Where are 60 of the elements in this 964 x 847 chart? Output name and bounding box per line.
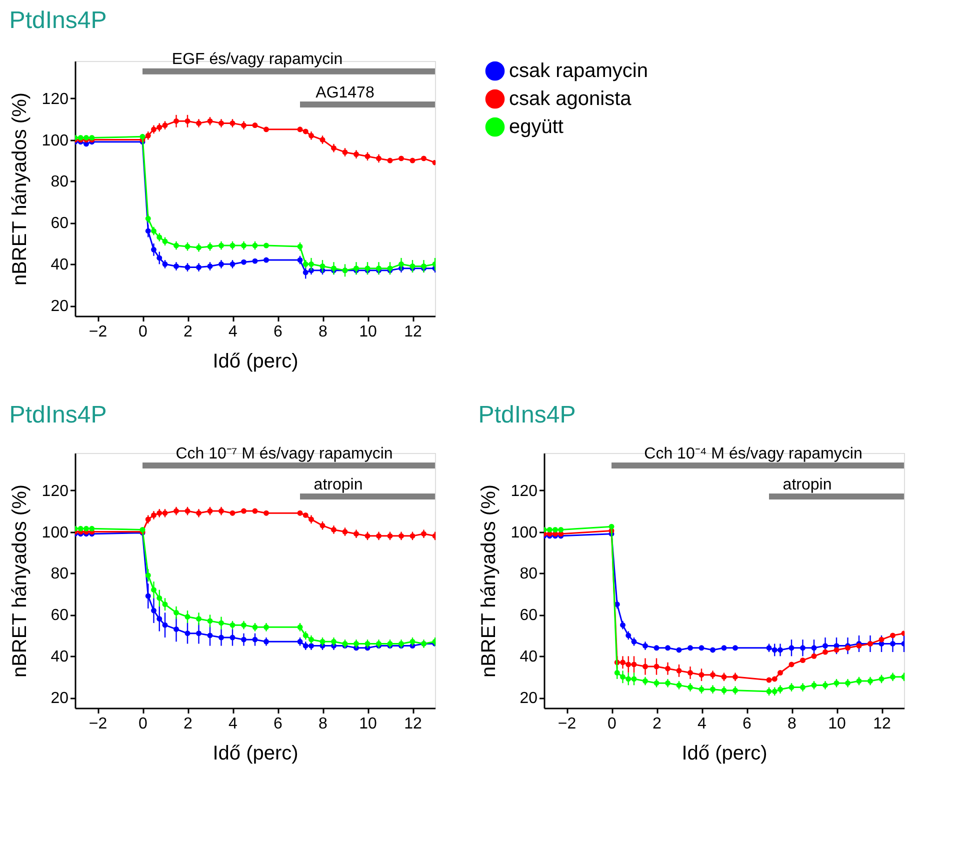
y-tick-label: 20 <box>520 690 538 708</box>
chart-title: PtdIns4P <box>478 401 576 428</box>
x-tick-label: −2 <box>88 716 108 732</box>
legend-label: csak rapamycin <box>509 60 648 82</box>
y-tick-label: 120 <box>42 482 69 500</box>
x-tick-label: 0 <box>138 716 148 732</box>
y-axis-title: nBRET hányados (%) <box>8 484 31 678</box>
y-tick-label: 60 <box>50 215 69 232</box>
y-tick-label: 60 <box>50 607 69 624</box>
x-tick-label: 10 <box>359 716 377 732</box>
x-tick-label: 2 <box>184 324 193 340</box>
y-axis-title: nBRET hányados (%) <box>478 484 500 678</box>
x-tick-label: 8 <box>788 716 797 732</box>
legend-label: együtt <box>509 116 564 138</box>
chart-title: PtdIns4P <box>9 7 107 34</box>
y-tick-label: 20 <box>50 298 69 316</box>
y-tick-label: 40 <box>520 648 538 666</box>
x-tick-label: −2 <box>558 716 576 732</box>
x-tick-label: 2 <box>652 716 662 732</box>
legend-label: csak agonista <box>509 88 632 110</box>
annotation: atropin <box>314 476 363 494</box>
y-tick-label: 120 <box>510 482 538 500</box>
x-tick-label: 6 <box>274 716 283 732</box>
y-tick-label: 20 <box>50 690 69 708</box>
y-tick-label: 100 <box>42 524 69 542</box>
annotation: EGF és/vagy rapamycin <box>172 51 343 68</box>
annotation: AG1478 <box>316 84 374 102</box>
x-tick-label: 12 <box>873 716 891 732</box>
y-tick-label: 40 <box>50 256 69 274</box>
y-tick-label: 80 <box>520 566 538 583</box>
y-tick-label: 120 <box>42 90 69 108</box>
x-tick-label: 8 <box>318 716 328 732</box>
x-tick-label: 4 <box>228 324 238 340</box>
x-tick-label: 8 <box>318 324 328 340</box>
x-tick-label: 0 <box>608 716 617 732</box>
x-axis-title: Idő (perc) <box>682 742 768 764</box>
x-tick-label: 6 <box>742 716 752 732</box>
y-tick-label: 60 <box>520 607 538 624</box>
y-tick-label: 100 <box>510 524 538 542</box>
x-tick-label: 12 <box>404 324 422 340</box>
x-axis-title: Idő (perc) <box>212 742 298 764</box>
x-tick-label: 6 <box>274 324 283 340</box>
chart-title: PtdIns4P <box>9 401 107 428</box>
x-tick-label: 12 <box>404 716 422 732</box>
y-tick-label: 100 <box>42 132 69 150</box>
x-axis-title: Idő (perc) <box>212 350 298 372</box>
x-tick-label: 4 <box>228 716 238 732</box>
y-tick-label: 80 <box>50 174 69 191</box>
y-tick-label: 40 <box>50 648 69 666</box>
x-tick-label: 2 <box>184 716 193 732</box>
x-tick-label: −2 <box>88 324 108 340</box>
annotation: Cch 10⁻⁴ M és/vagy rapamycin <box>644 445 862 462</box>
annotation: Cch 10⁻⁷ M és/vagy rapamycin <box>176 445 393 462</box>
x-tick-label: 4 <box>698 716 707 732</box>
x-tick-label: 10 <box>359 324 377 340</box>
y-tick-label: 80 <box>50 566 69 583</box>
y-axis-title: nBRET hányados (%) <box>8 92 31 286</box>
x-tick-label: 0 <box>138 324 148 340</box>
annotation: atropin <box>782 476 832 494</box>
x-tick-label: 10 <box>828 716 846 732</box>
